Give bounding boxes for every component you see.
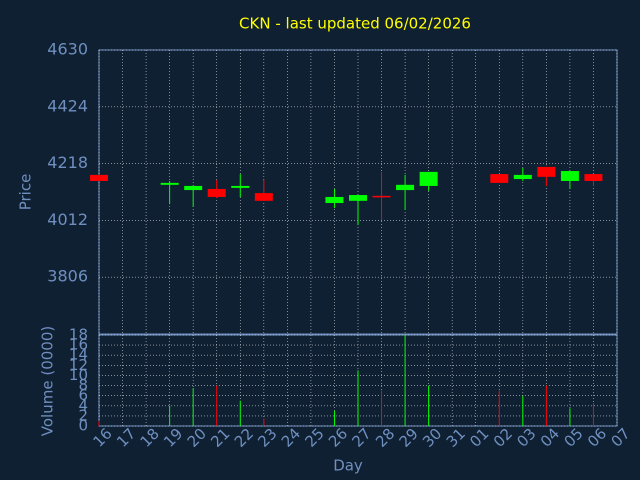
candle-body (160, 182, 179, 185)
candle-body (90, 174, 108, 181)
volume-tick-label: 8 (78, 376, 88, 394)
y-tick-label: 4218 (47, 153, 88, 172)
volume-tick-label: 16 (69, 336, 88, 354)
volume-tick-label: 10 (69, 366, 88, 384)
volume-tick-label: 18 (69, 326, 88, 344)
y-axis-label: Price (17, 174, 35, 211)
y-tick-label: 3806 (47, 267, 88, 286)
candle-body (419, 171, 438, 186)
y-tick-label: 4630 (47, 40, 88, 59)
chart-title: CKN - last updated 06/02/2026 (239, 15, 471, 33)
candle-body (490, 174, 509, 183)
volume-tick-label: 14 (69, 346, 88, 364)
volume-tick-label: 2 (78, 406, 88, 424)
volume-tick-label: 4 (78, 396, 88, 414)
candle-body (537, 166, 556, 177)
candle-body (254, 193, 273, 201)
y-tick-label: 4012 (47, 210, 88, 229)
candle-body (584, 174, 603, 181)
candle-body (325, 196, 344, 204)
candle-body (513, 174, 532, 180)
candle-body (560, 171, 579, 181)
volume-tick-label: 0 (78, 417, 88, 435)
x-axis-label: Day (333, 457, 363, 475)
candle-body (349, 195, 367, 201)
volume-tick-label: 6 (78, 386, 88, 404)
volume-tick-label: 12 (69, 356, 88, 374)
y-tick-label: 4424 (47, 96, 88, 115)
candle-body (396, 184, 415, 191)
volume-axis-label: Volume (0000) (39, 326, 57, 436)
candle-body (207, 188, 226, 197)
candle-body (372, 195, 391, 198)
candle-body (184, 185, 203, 191)
candle-body (231, 185, 250, 188)
